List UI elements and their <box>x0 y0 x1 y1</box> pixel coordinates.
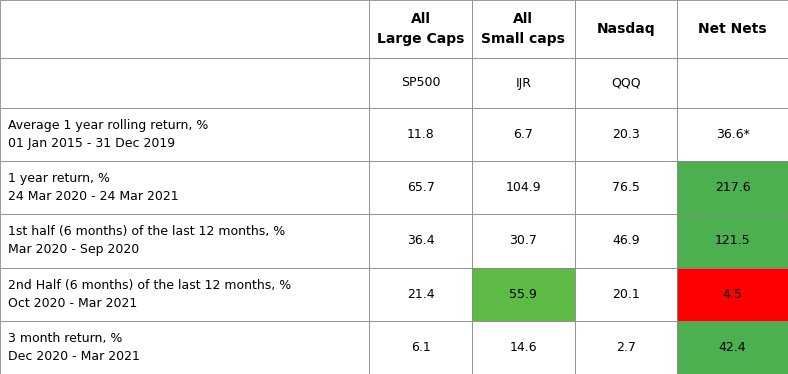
Bar <box>370 58 472 108</box>
Bar <box>677 268 788 321</box>
Bar <box>472 58 574 108</box>
Text: 14.6: 14.6 <box>510 341 537 354</box>
Text: 1st half (6 months) of the last 12 months, %
Mar 2020 - Sep 2020: 1st half (6 months) of the last 12 month… <box>8 226 285 257</box>
Text: 2.7: 2.7 <box>616 341 636 354</box>
Bar <box>370 214 472 268</box>
Bar <box>677 108 788 161</box>
Bar <box>0 321 370 374</box>
Bar <box>0 268 370 321</box>
Text: SP500: SP500 <box>401 77 440 89</box>
Bar <box>574 108 677 161</box>
Bar <box>574 58 677 108</box>
Text: 2nd Half (6 months) of the last 12 months, %
Oct 2020 - Mar 2021: 2nd Half (6 months) of the last 12 month… <box>8 279 292 310</box>
Text: Nasdaq: Nasdaq <box>597 22 655 36</box>
Bar <box>0 161 370 214</box>
Text: IJR: IJR <box>515 77 531 89</box>
Bar <box>370 108 472 161</box>
Text: 6.7: 6.7 <box>513 128 533 141</box>
Text: 30.7: 30.7 <box>509 234 537 248</box>
Bar <box>0 214 370 268</box>
Text: 21.4: 21.4 <box>407 288 434 301</box>
Bar <box>677 161 788 214</box>
Text: 42.4: 42.4 <box>719 341 746 354</box>
Bar <box>472 214 574 268</box>
Bar <box>370 321 472 374</box>
Bar <box>472 0 574 58</box>
Bar <box>574 214 677 268</box>
Text: 217.6: 217.6 <box>715 181 750 194</box>
Text: Net Nets: Net Nets <box>698 22 767 36</box>
Bar <box>574 321 677 374</box>
Text: Average 1 year rolling return, %
01 Jan 2015 - 31 Dec 2019: Average 1 year rolling return, % 01 Jan … <box>8 119 208 150</box>
Text: 76.5: 76.5 <box>612 181 640 194</box>
Bar <box>574 0 677 58</box>
Bar <box>677 58 788 108</box>
Bar <box>0 58 370 108</box>
Text: 1 year return, %
24 Mar 2020 - 24 Mar 2021: 1 year return, % 24 Mar 2020 - 24 Mar 20… <box>8 172 179 203</box>
Text: 36.6*: 36.6* <box>716 128 749 141</box>
Text: 65.7: 65.7 <box>407 181 435 194</box>
Text: 20.3: 20.3 <box>612 128 640 141</box>
Text: 4.5: 4.5 <box>723 288 742 301</box>
Text: 55.9: 55.9 <box>509 288 537 301</box>
Bar <box>574 161 677 214</box>
Bar <box>677 214 788 268</box>
Text: 20.1: 20.1 <box>612 288 640 301</box>
Text: 121.5: 121.5 <box>715 234 750 248</box>
Bar <box>0 0 370 58</box>
Text: All
Small caps: All Small caps <box>481 12 565 46</box>
Text: 104.9: 104.9 <box>505 181 541 194</box>
Bar <box>574 268 677 321</box>
Text: 36.4: 36.4 <box>407 234 434 248</box>
Bar <box>472 161 574 214</box>
Bar <box>0 108 370 161</box>
Text: QQQ: QQQ <box>611 77 641 89</box>
Bar <box>370 0 472 58</box>
Text: 6.1: 6.1 <box>411 341 430 354</box>
Bar <box>677 321 788 374</box>
Bar <box>370 268 472 321</box>
Text: All
Large Caps: All Large Caps <box>377 12 464 46</box>
Bar <box>472 108 574 161</box>
Text: 46.9: 46.9 <box>612 234 640 248</box>
Bar <box>472 268 574 321</box>
Bar <box>370 161 472 214</box>
Bar <box>472 321 574 374</box>
Text: 3 month return, %
Dec 2020 - Mar 2021: 3 month return, % Dec 2020 - Mar 2021 <box>8 332 140 363</box>
Bar <box>677 0 788 58</box>
Text: 11.8: 11.8 <box>407 128 434 141</box>
